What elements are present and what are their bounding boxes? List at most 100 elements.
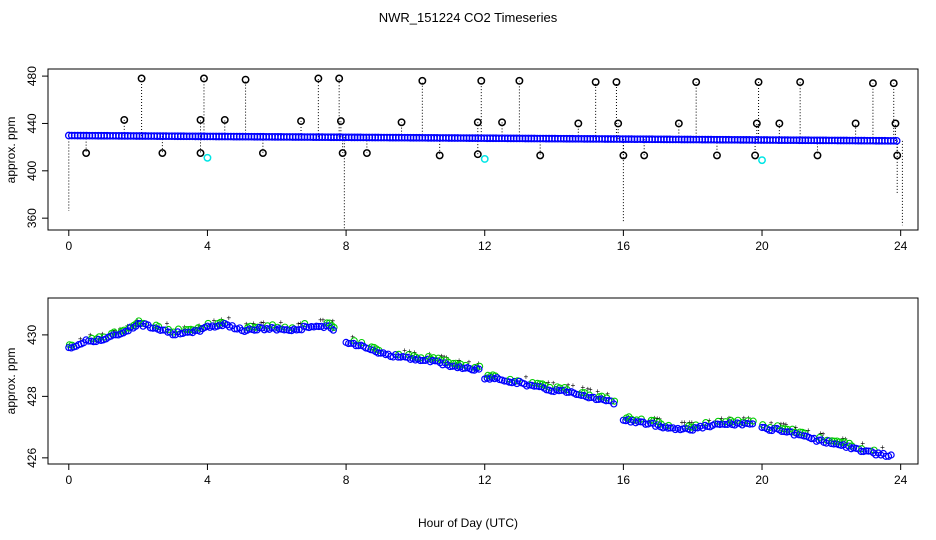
tertiary-mark: + (330, 317, 335, 326)
tertiary-mark: + (821, 430, 826, 439)
panel-2-x-tick-label: 20 (755, 473, 769, 487)
tertiary-mark: + (682, 418, 687, 427)
outlier-point (137, 74, 146, 83)
secondary-point (100, 333, 108, 341)
averaged-point (112, 331, 120, 339)
tertiary-mark: + (595, 387, 600, 396)
averaged-point (377, 349, 385, 357)
secondary-point (155, 322, 163, 331)
flagged-point (480, 155, 489, 163)
outlier-point (851, 119, 860, 128)
averaged-point (857, 447, 865, 456)
outlier-point (158, 149, 167, 158)
outlier-point (220, 115, 229, 124)
panel-2-x-tick-label: 24 (894, 473, 908, 487)
panel-1-x-tick-label: 8 (343, 239, 350, 253)
outlier-point (574, 119, 583, 128)
tertiary-mark: + (412, 348, 417, 357)
outlier-point (418, 76, 427, 85)
tertiary-mark: + (350, 332, 355, 341)
averaged-point (315, 322, 323, 331)
tertiary-mark: + (244, 320, 249, 329)
averaged-point (419, 356, 427, 365)
outlier-point (619, 151, 628, 160)
averaged-point (758, 423, 766, 432)
averaged-point (748, 420, 757, 428)
tertiary-mark: + (588, 385, 593, 394)
averaged-point (374, 349, 382, 357)
averaged-point (231, 325, 239, 333)
baseline-point (889, 136, 898, 145)
outlier-point (752, 119, 761, 128)
outlier-point (813, 151, 822, 160)
outlier-point (338, 149, 347, 158)
tertiary-mark: + (880, 443, 885, 452)
secondary-point (174, 325, 182, 333)
secondary-point (702, 419, 710, 427)
tertiary-mark: + (457, 356, 462, 365)
tertiary-mark: + (88, 330, 93, 339)
tertiary-mark: + (687, 418, 692, 427)
tertiary-mark: + (442, 352, 447, 361)
outlier-point (473, 150, 482, 159)
tertiary-mark: + (605, 390, 610, 399)
panel-2-y-label: approx. ppm (4, 348, 18, 415)
panel-2-x-tick-label: 12 (478, 473, 492, 487)
secondary-point (444, 358, 452, 366)
tertiary-mark: + (227, 313, 232, 322)
outlier-point (612, 78, 621, 86)
averaged-point (312, 322, 320, 330)
secondary-point (288, 324, 296, 332)
tertiary-mark: + (779, 419, 784, 428)
tertiary-mark: + (212, 316, 217, 325)
tertiary-mark: + (727, 414, 732, 423)
outlier-point (889, 79, 898, 88)
outlier-point (335, 74, 344, 83)
tertiary-mark: + (571, 381, 576, 390)
averaged-point (602, 397, 610, 405)
tertiary-mark: + (278, 318, 283, 327)
panel-1-baseline-points (64, 131, 901, 145)
outlier-point (515, 76, 524, 85)
secondary-point (273, 323, 282, 331)
tertiary-mark: + (251, 319, 256, 328)
secondary-point (358, 338, 366, 347)
panel-1-y-label: approx. ppm (4, 117, 18, 184)
averaged-point (562, 388, 571, 396)
averaged-point (394, 353, 402, 361)
panel-1-outlier-points (82, 74, 902, 165)
tertiary-mark: + (78, 335, 83, 344)
panel-1-y-axis: 360 400 440 480 (25, 66, 49, 228)
tertiary-mark: + (296, 320, 301, 329)
outlier-point (200, 74, 208, 83)
tertiary-mark: + (551, 379, 556, 388)
tertiary-mark: + (784, 420, 789, 429)
panel-2-points: + + + + + ++ + + ++ + ++ + ++ + ++ ++ +++ + + + +++ + + +++ + + + +… (65, 313, 895, 460)
baseline-point (892, 137, 901, 145)
panel-2-y-axis: 426 428 430 (25, 325, 49, 468)
averaged-point (156, 326, 165, 334)
panel-1-y-tick-label: 480 (25, 66, 39, 86)
outlier-point (196, 115, 205, 124)
averaged-point (703, 422, 712, 431)
secondary-point (457, 360, 465, 368)
chart-title: NWR_151224 CO2 Timeseries (379, 10, 558, 25)
panel-1-x-axis: 0 4 8 12 16 20 24 (65, 229, 908, 253)
panel-2-y-tick-label: 426 (25, 448, 39, 468)
panel-1-y-tick-label: 440 (25, 113, 39, 133)
tertiary-mark: + (321, 316, 326, 325)
secondary-point (546, 383, 554, 391)
averaged-point (887, 451, 895, 459)
tertiary-mark: + (655, 414, 660, 423)
outlier-point (893, 151, 902, 160)
averaged-point (585, 394, 593, 402)
outlier-point (397, 118, 406, 127)
outlier-point (751, 151, 760, 160)
secondary-point (405, 351, 413, 359)
averaged-point (292, 326, 301, 334)
outlier-point (713, 151, 721, 160)
outlier-point (120, 115, 129, 124)
outlier-point (473, 118, 482, 127)
averaged-point (307, 323, 316, 331)
